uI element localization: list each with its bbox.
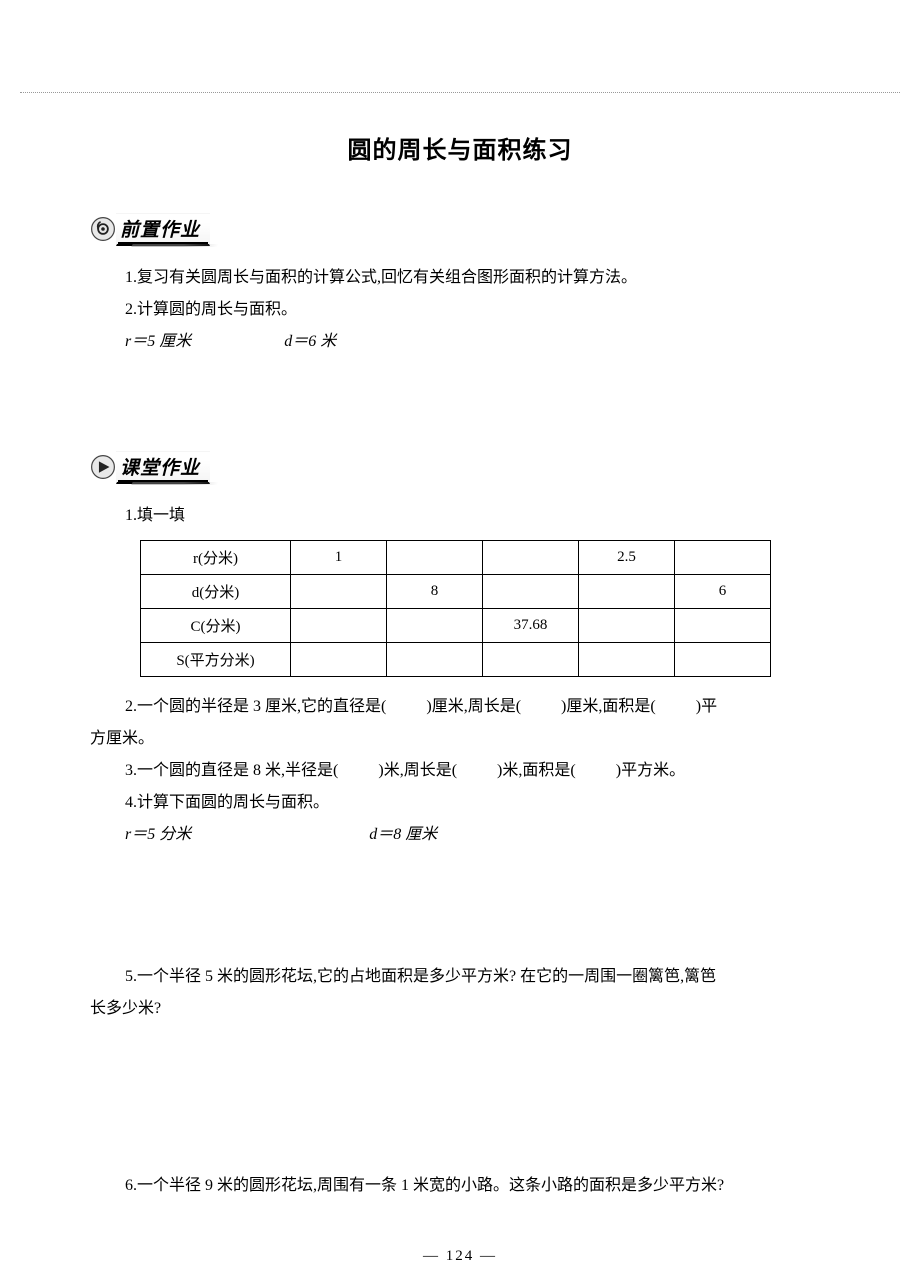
table-cell xyxy=(675,609,771,643)
page-number: — 124 — xyxy=(0,1248,920,1265)
formula-r5dm: r＝5 分米 xyxy=(125,826,191,843)
formula-r5cm: r＝5 厘米 xyxy=(125,333,191,350)
q2-part-c: )厘米,面积是( xyxy=(561,698,656,715)
table-cell xyxy=(483,575,579,609)
page: 圆的周长与面积练习 前置作业 1.复习有关圆周长与面积的计算公式,回忆有关组合图… xyxy=(0,0,920,1283)
s2-q2-line2: 方厘米。 xyxy=(90,723,830,755)
page-title: 圆的周长与面积练习 xyxy=(90,130,830,165)
s2-q2-line1: 2.一个圆的半径是 3 厘米,它的直径是( )厘米,周长是( )厘米,面积是( … xyxy=(125,691,830,723)
table-cell xyxy=(387,643,483,677)
q2-part-a: 2.一个圆的半径是 3 厘米,它的直径是( xyxy=(125,698,386,715)
table-cell xyxy=(675,541,771,575)
table-cell: 2.5 xyxy=(579,541,675,575)
table-cell: 37.68 xyxy=(483,609,579,643)
s2-q5-line2: 长多少米? xyxy=(90,993,830,1025)
table-row: C(分米) 37.68 xyxy=(141,609,771,643)
formula-d6m: d＝6 米 xyxy=(284,333,336,350)
q3-part-c: )米,面积是( xyxy=(497,762,576,779)
section-title-wrap-2: 课堂作业 xyxy=(120,453,200,480)
content-area: 圆的周长与面积练习 前置作业 1.复习有关圆周长与面积的计算公式,回忆有关组合图… xyxy=(0,0,920,1202)
table-cell xyxy=(291,575,387,609)
table-row: d(分米) 8 6 xyxy=(141,575,771,609)
table-row-label: C(分米) xyxy=(141,609,291,643)
table-cell xyxy=(675,643,771,677)
q3-part-d: )平方米。 xyxy=(616,762,685,779)
table-cell: 6 xyxy=(675,575,771,609)
section-title-classwork: 课堂作业 xyxy=(120,458,200,479)
top-dotted-rule xyxy=(20,92,900,93)
table-cell xyxy=(291,609,387,643)
formula-d8cm: d＝8 厘米 xyxy=(369,826,437,843)
q2-part-b: )厘米,周长是( xyxy=(426,698,521,715)
table-cell xyxy=(387,609,483,643)
table-cell xyxy=(579,609,675,643)
section-header-prework: 前置作业 xyxy=(90,215,830,242)
table-cell: 8 xyxy=(387,575,483,609)
section-title-prework: 前置作业 xyxy=(120,220,200,241)
section-title-shadow xyxy=(131,244,218,247)
q2-part-d: )平 xyxy=(696,698,717,715)
s2-q5-line1: 5.一个半径 5 米的圆形花坛,它的占地面积是多少平方米? 在它的一周围一圈篱笆… xyxy=(125,961,830,993)
s2-q4: 4.计算下面圆的周长与面积。 xyxy=(125,787,830,819)
table-cell: 1 xyxy=(291,541,387,575)
s2-q4-formulas: r＝5 分米 d＝8 厘米 xyxy=(125,819,830,851)
table-cell xyxy=(483,541,579,575)
s2-q3: 3.一个圆的直径是 8 米,半径是( )米,周长是( )米,面积是( )平方米。 xyxy=(125,755,830,787)
fill-in-table: r(分米) 1 2.5 d(分米) 8 6 C(分米) 37.68 xyxy=(140,540,771,677)
s2-q6: 6.一个半径 9 米的圆形花坛,周围有一条 1 米宽的小路。这条小路的面积是多少… xyxy=(125,1170,830,1202)
table-row: S(平方分米) xyxy=(141,643,771,677)
q3-part-b: )米,周长是( xyxy=(378,762,457,779)
section-title-shadow-2 xyxy=(131,482,218,485)
table-cell xyxy=(387,541,483,575)
s1-q2-formulas: r＝5 厘米 d＝6 米 xyxy=(125,326,830,358)
table-cell xyxy=(579,643,675,677)
table-row-label: S(平方分米) xyxy=(141,643,291,677)
s2-q1: 1.填一填 xyxy=(125,500,830,532)
table-cell xyxy=(483,643,579,677)
table-row-label: d(分米) xyxy=(141,575,291,609)
table-cell xyxy=(579,575,675,609)
s1-q1: 1.复习有关圆周长与面积的计算公式,回忆有关组合图形面积的计算方法。 xyxy=(125,262,830,294)
section-title-wrap: 前置作业 xyxy=(120,215,200,242)
section-header-classwork: 课堂作业 xyxy=(90,453,830,480)
table-row-label: r(分米) xyxy=(141,541,291,575)
class-work-icon xyxy=(90,454,116,480)
pre-work-icon xyxy=(90,216,116,242)
table-cell xyxy=(291,643,387,677)
q3-part-a: 3.一个圆的直径是 8 米,半径是( xyxy=(125,762,338,779)
s1-q2: 2.计算圆的周长与面积。 xyxy=(125,294,830,326)
table-row: r(分米) 1 2.5 xyxy=(141,541,771,575)
